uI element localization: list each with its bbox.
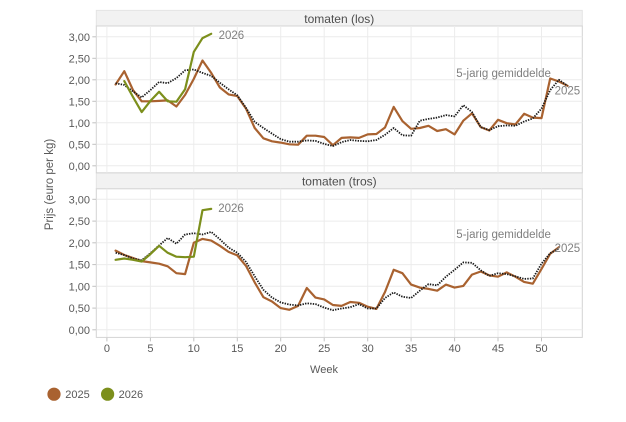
svg-text:0: 0 xyxy=(104,343,110,355)
svg-text:Prijs (euro per kg): Prijs (euro per kg) xyxy=(44,139,56,231)
svg-text:tomaten (los): tomaten (los) xyxy=(304,12,374,26)
svg-text:40: 40 xyxy=(448,343,460,355)
svg-text:15: 15 xyxy=(231,343,243,355)
svg-text:2,50: 2,50 xyxy=(69,53,90,65)
svg-text:2026: 2026 xyxy=(219,30,245,42)
svg-text:2025: 2025 xyxy=(555,86,581,98)
svg-text:0,00: 0,00 xyxy=(69,325,90,337)
svg-text:2,00: 2,00 xyxy=(69,238,90,250)
svg-text:3,00: 3,00 xyxy=(69,32,90,44)
svg-text:0,50: 0,50 xyxy=(69,139,90,151)
svg-text:30: 30 xyxy=(362,343,374,355)
svg-text:25: 25 xyxy=(318,343,330,355)
svg-text:1,50: 1,50 xyxy=(69,96,90,108)
svg-text:2025: 2025 xyxy=(65,389,89,401)
svg-text:35: 35 xyxy=(405,343,417,355)
svg-text:50: 50 xyxy=(535,343,547,355)
svg-text:20: 20 xyxy=(275,343,287,355)
svg-text:2026: 2026 xyxy=(119,389,143,401)
svg-text:1,00: 1,00 xyxy=(69,118,90,130)
svg-text:2026: 2026 xyxy=(218,203,244,215)
svg-text:0,00: 0,00 xyxy=(69,161,90,173)
svg-text:10: 10 xyxy=(188,343,200,355)
svg-text:1,50: 1,50 xyxy=(69,260,90,272)
svg-text:2,00: 2,00 xyxy=(69,75,90,87)
svg-text:0,50: 0,50 xyxy=(69,303,90,315)
svg-text:5-jarig gemiddelde: 5-jarig gemiddelde xyxy=(456,229,551,241)
svg-text:45: 45 xyxy=(492,343,504,355)
svg-text:5-jarig gemiddelde: 5-jarig gemiddelde xyxy=(456,68,551,80)
svg-text:tomaten (tros): tomaten (tros) xyxy=(302,175,377,189)
svg-text:1,00: 1,00 xyxy=(69,281,90,293)
svg-text:2025: 2025 xyxy=(555,243,581,255)
svg-text:3,00: 3,00 xyxy=(69,194,90,206)
svg-text:2,50: 2,50 xyxy=(69,216,90,228)
svg-text:5: 5 xyxy=(147,343,153,355)
svg-text:Week: Week xyxy=(310,364,338,376)
